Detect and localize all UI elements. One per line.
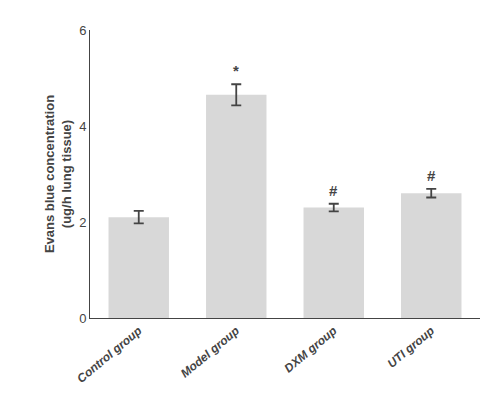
svg-text:Evans blue concentration(ug/h: Evans blue concentration(ug/h lung tissu… (42, 95, 74, 253)
svg-text:2: 2 (79, 215, 86, 230)
svg-text:*: * (233, 62, 239, 79)
svg-text:#: # (329, 182, 338, 199)
svg-text:UTI group: UTI group (385, 324, 437, 371)
svg-text:6: 6 (79, 23, 86, 38)
svg-text:DXM group: DXM group (282, 324, 340, 376)
svg-text:4: 4 (79, 119, 86, 134)
svg-text:Control group: Control group (74, 324, 144, 386)
svg-text:0: 0 (79, 311, 86, 326)
svg-text:Model group: Model group (178, 324, 242, 381)
svg-text:#: # (427, 167, 436, 184)
